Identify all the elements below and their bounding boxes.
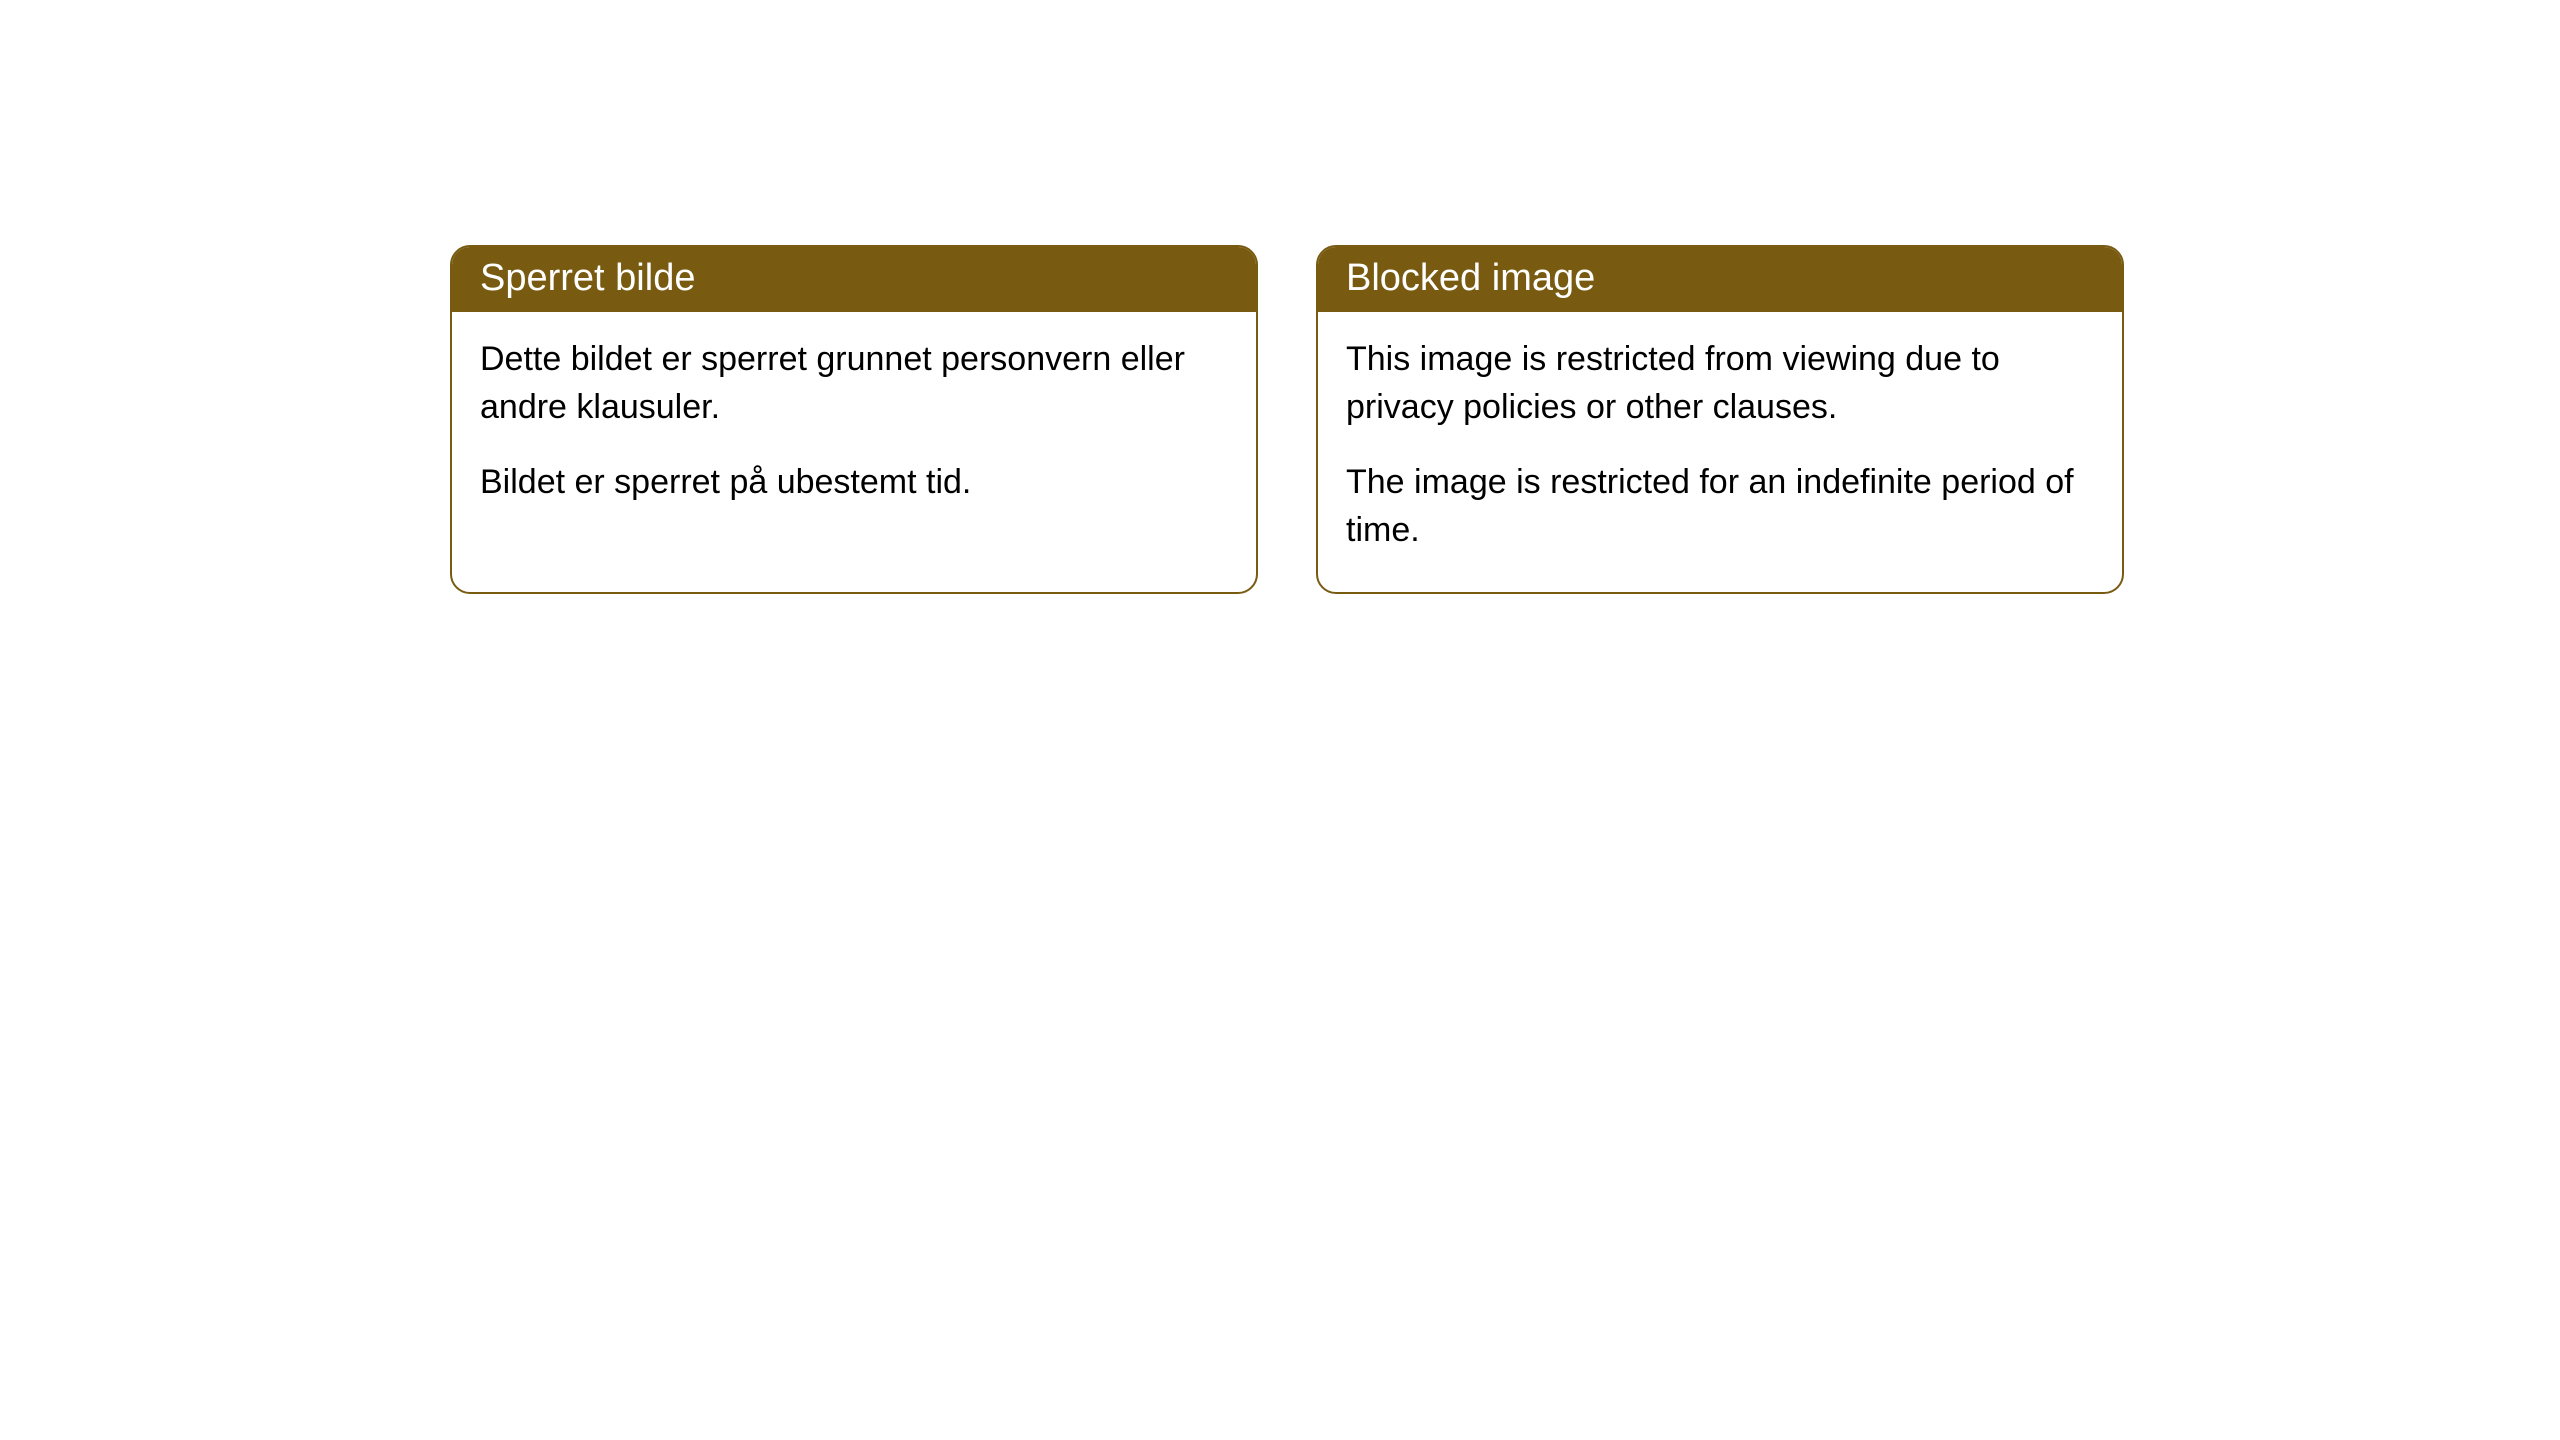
- card-paragraph: Dette bildet er sperret grunnet personve…: [480, 336, 1228, 431]
- card-paragraph: The image is restricted for an indefinit…: [1346, 459, 2094, 554]
- card-paragraph: This image is restricted from viewing du…: [1346, 336, 2094, 431]
- card-title: Blocked image: [1346, 257, 1595, 299]
- notice-card-norwegian: Sperret bilde Dette bildet er sperret gr…: [450, 245, 1258, 594]
- notice-card-english: Blocked image This image is restricted f…: [1316, 245, 2124, 594]
- card-body-english: This image is restricted from viewing du…: [1318, 312, 2122, 592]
- card-title: Sperret bilde: [480, 257, 695, 299]
- card-paragraph: Bildet er sperret på ubestemt tid.: [480, 459, 1228, 507]
- card-header-english: Blocked image: [1318, 247, 2122, 312]
- card-header-norwegian: Sperret bilde: [452, 247, 1256, 312]
- card-body-norwegian: Dette bildet er sperret grunnet personve…: [452, 312, 1256, 545]
- notice-cards-container: Sperret bilde Dette bildet er sperret gr…: [450, 245, 2124, 594]
